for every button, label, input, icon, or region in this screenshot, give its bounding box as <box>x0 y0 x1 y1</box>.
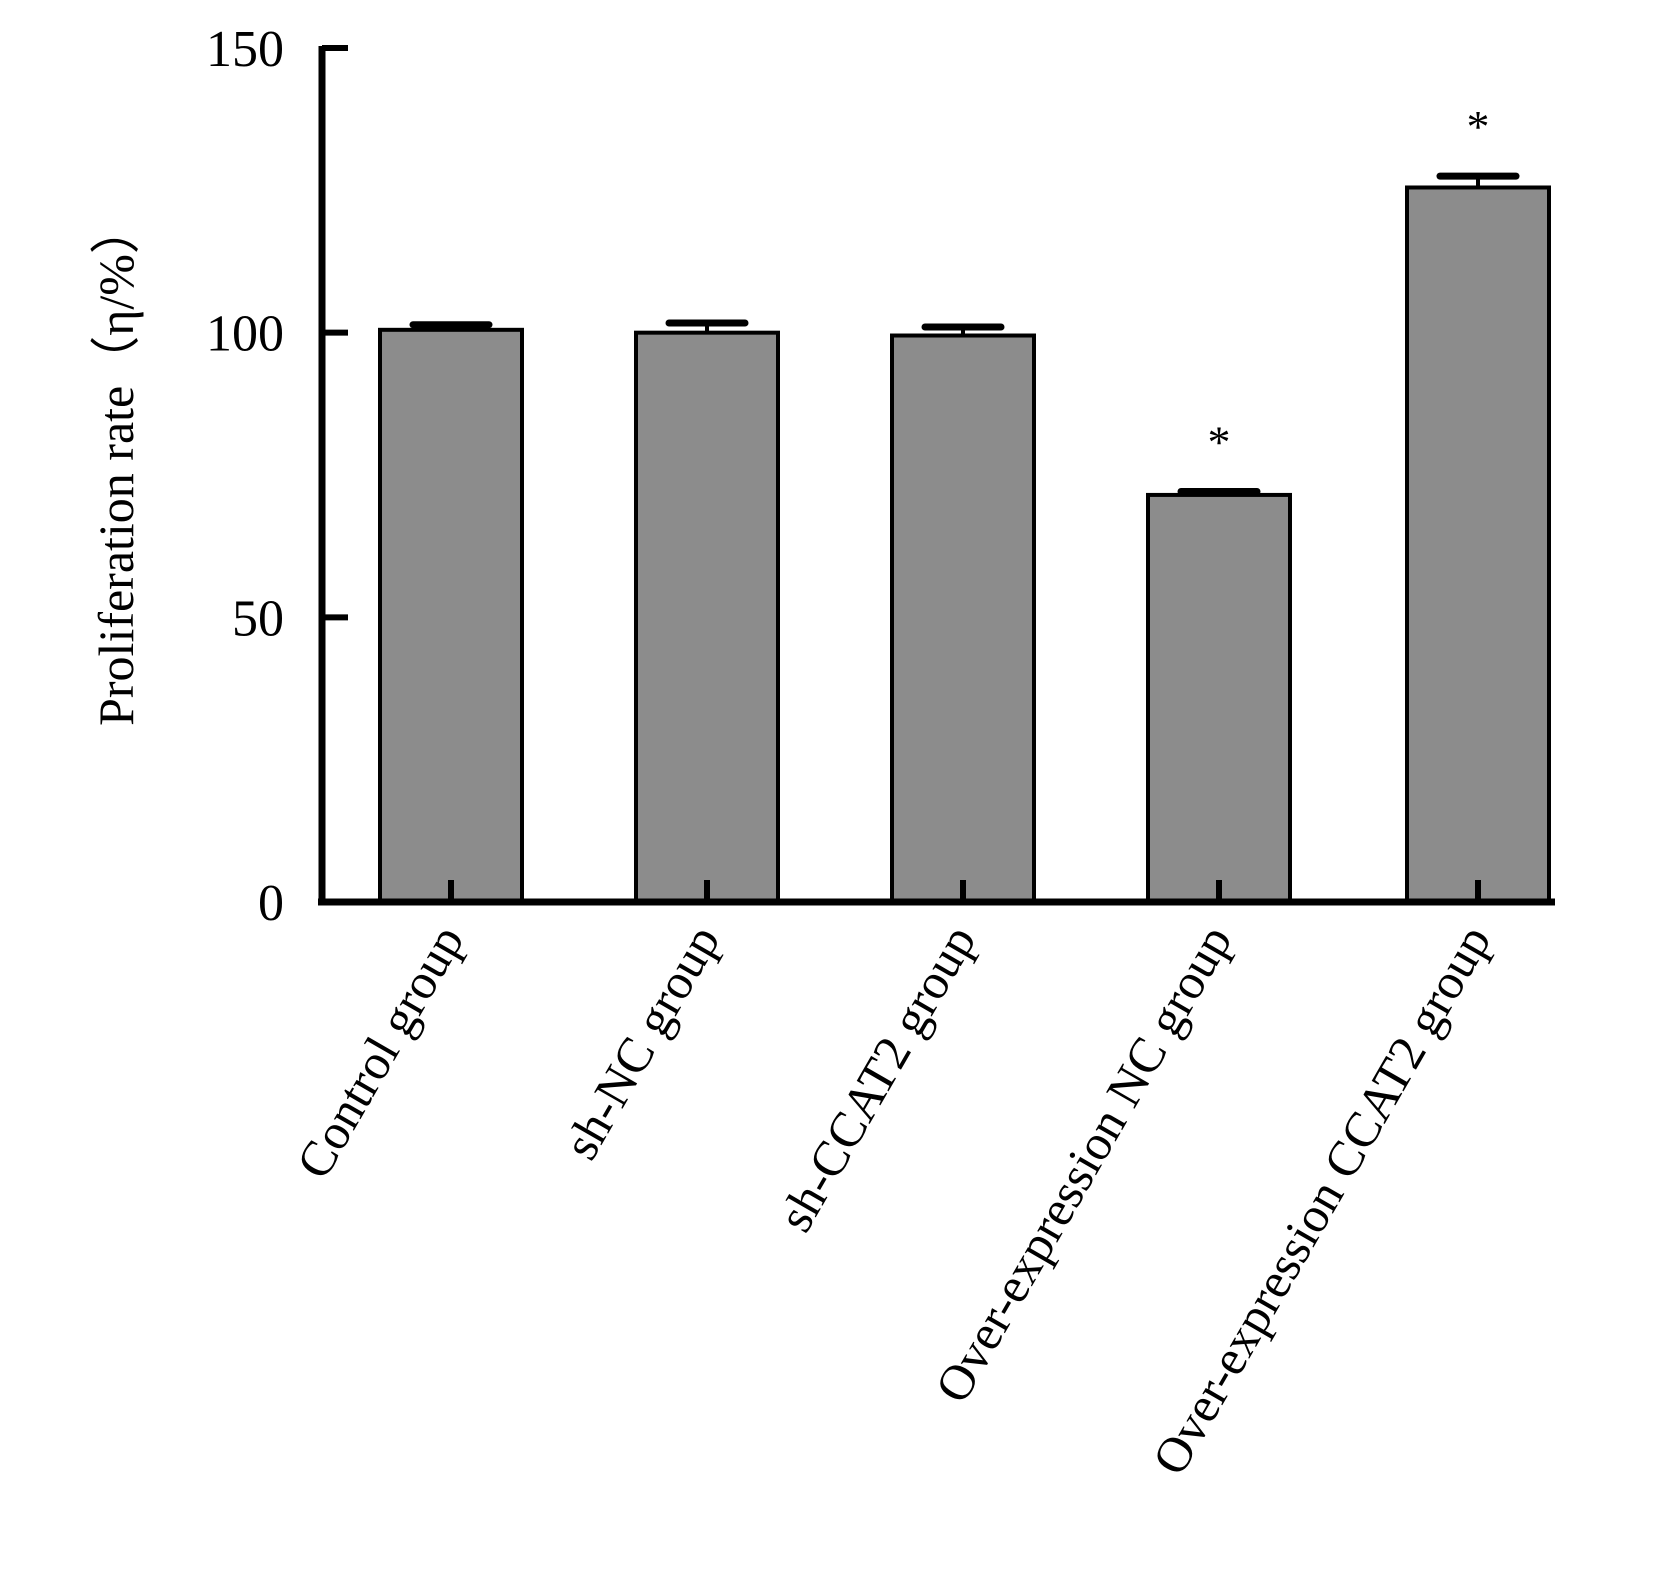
axes-layer <box>318 45 1555 906</box>
bar-5 <box>1405 185 1551 904</box>
bar-4 <box>1146 492 1292 904</box>
category-label-1: Control group <box>285 916 474 1188</box>
y-tick-label-50: 50 <box>232 590 284 647</box>
bars-layer <box>378 172 1551 905</box>
bar-1 <box>378 327 524 904</box>
y-tick-label-150: 150 <box>206 21 284 78</box>
category-label-4: Over-expression NC group <box>924 916 1243 1412</box>
y-axis-label: Proliferation rate（η/%） <box>88 204 144 726</box>
significance-marker-4: * <box>1208 417 1231 468</box>
category-label-2: sh-NC group <box>552 916 730 1169</box>
bar-2 <box>634 330 780 904</box>
category-label-3: sh-CCAT2 group <box>766 916 986 1241</box>
significance-marker-5: * <box>1467 101 1490 152</box>
bar-3 <box>890 333 1036 905</box>
y-tick-label-100: 100 <box>206 306 284 363</box>
y-tick-label-0: 0 <box>258 875 284 932</box>
